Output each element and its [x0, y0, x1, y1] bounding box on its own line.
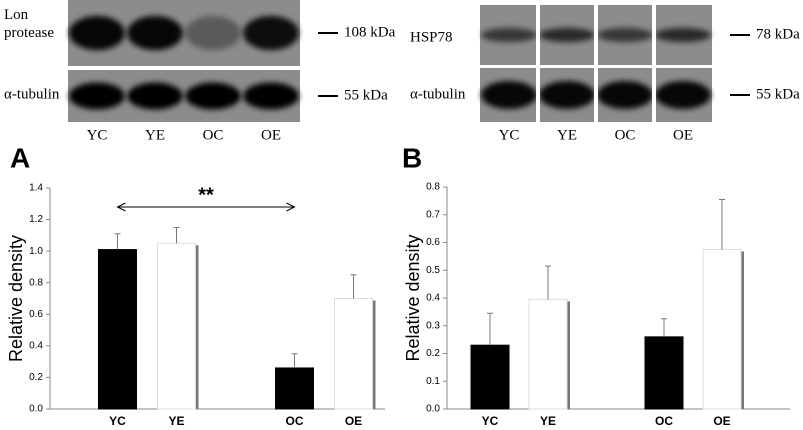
y-tick-label: 0.6 [426, 237, 440, 248]
lane-label: OE [673, 127, 693, 143]
lane-label: YE [145, 127, 165, 143]
y-tick-label: 0.1 [426, 376, 440, 387]
y-tick-label: 0.4 [426, 293, 440, 304]
lane-label: OC [203, 127, 224, 143]
y-tick-label: 0.2 [426, 348, 440, 359]
blot-row-label: Lon protease [4, 7, 54, 41]
bar [98, 249, 137, 410]
lane-separator [594, 5, 598, 65]
x-tick-label: YC [109, 414, 126, 428]
lane-label: OC [615, 127, 636, 143]
blot-band [481, 27, 537, 43]
x-tick-label: OC [286, 414, 304, 428]
x-tick-label: OC [655, 414, 673, 428]
size-label: 78 kDa [756, 26, 800, 42]
lane-separator [652, 5, 656, 65]
bar [275, 367, 314, 410]
blot-band [69, 82, 125, 110]
blot-band [243, 82, 299, 110]
y-tick-label: 1.0 [29, 246, 43, 257]
x-tick-label: OE [345, 414, 362, 428]
y-tick-label: 0.8 [29, 277, 43, 288]
blot-row-label: α-tubulin [410, 86, 466, 102]
bar-shadow [567, 301, 570, 409]
size-label: 55 kDa [344, 87, 388, 103]
panel-label: B [402, 142, 422, 173]
blot-band [69, 15, 125, 51]
blot-band [539, 27, 595, 43]
x-tick-label: YC [482, 414, 499, 428]
y-tick-label: 0.4 [29, 340, 43, 351]
y-tick-label: 1.2 [29, 214, 43, 225]
y-tick-label: 1.4 [29, 183, 43, 194]
lane-label: OE [261, 127, 281, 143]
y-axis-label: Relative density [403, 234, 423, 361]
blot-band [481, 80, 537, 110]
blot-band [539, 80, 595, 110]
size-label: 108 kDa [344, 24, 396, 40]
blot-band [127, 82, 183, 110]
x-tick-label: YE [540, 414, 556, 428]
blot-band [243, 15, 299, 51]
bar [644, 336, 684, 410]
bar [157, 242, 196, 410]
bar-shadow [741, 251, 744, 409]
annotation: ** [198, 184, 214, 206]
y-tick-label: 0.7 [426, 209, 440, 220]
y-tick-label: 0.6 [29, 309, 43, 320]
lane-separator [652, 68, 656, 122]
lane-separator [536, 5, 540, 65]
bar-shadow [372, 300, 376, 409]
x-tick-label: YE [168, 414, 184, 428]
y-axis-label: Relative density [6, 235, 26, 362]
arrow-head [116, 202, 126, 212]
panel-label: A [10, 142, 30, 173]
bar [334, 298, 373, 410]
y-tick-label: 0.0 [29, 404, 43, 415]
y-tick-label: 0.8 [426, 182, 440, 193]
y-tick-label: 0.2 [29, 372, 43, 383]
lane-separator [594, 68, 598, 122]
size-label: 55 kDa [756, 86, 800, 102]
blot-row-label: HSP78 [410, 29, 453, 45]
blot-band [185, 82, 241, 110]
blot-row-label: α-tubulin [4, 86, 60, 102]
bar [702, 248, 742, 410]
lane-label: YC [499, 127, 520, 143]
blot-band [597, 27, 653, 43]
blot-band [655, 80, 711, 110]
blot-band [655, 27, 711, 43]
y-tick-label: 0.5 [426, 265, 440, 276]
lane-label: YE [557, 127, 577, 143]
y-tick-label: 0.3 [426, 320, 440, 331]
lane-separator [536, 68, 540, 122]
bar-shadow [195, 245, 199, 409]
blot-band [185, 15, 241, 51]
bar [470, 344, 510, 410]
blot-band [597, 80, 653, 110]
lane-label: YC [87, 127, 108, 143]
x-tick-label: OE [713, 414, 730, 428]
bar [528, 298, 568, 410]
y-tick-label: 0.0 [426, 404, 440, 415]
arrow-head [286, 202, 296, 212]
blot-band [127, 15, 183, 51]
